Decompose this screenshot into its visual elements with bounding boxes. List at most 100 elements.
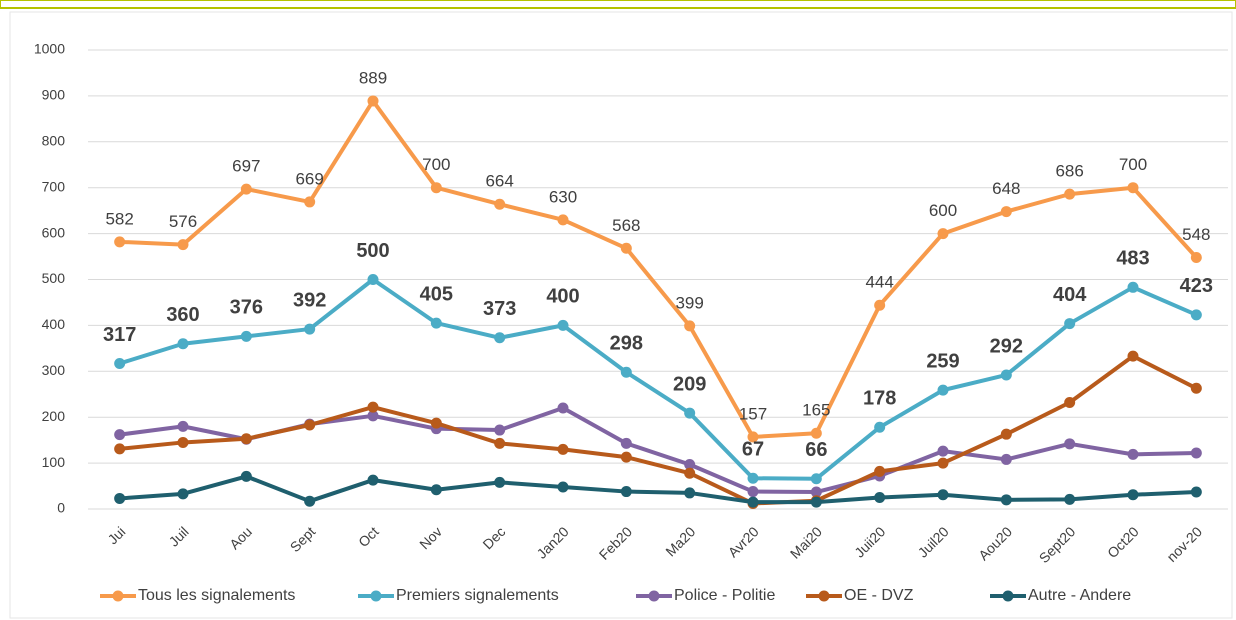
x-tick-label: Aou <box>226 523 255 552</box>
point-marker <box>810 486 822 498</box>
data-label: 600 <box>929 201 957 220</box>
y-tick-label: 0 <box>57 500 65 516</box>
point-marker <box>240 330 252 342</box>
point-marker <box>620 486 632 498</box>
point-marker <box>114 443 126 455</box>
point-marker <box>557 402 569 414</box>
point-marker <box>1064 397 1076 409</box>
point-marker <box>684 467 696 479</box>
data-label: 404 <box>1053 284 1087 306</box>
point-marker <box>1190 486 1202 498</box>
data-label: 292 <box>990 335 1023 357</box>
point-marker <box>430 317 442 329</box>
point-marker <box>494 476 506 488</box>
point-marker <box>874 421 886 433</box>
data-label: 360 <box>166 304 199 326</box>
data-label: 700 <box>422 155 450 174</box>
point-marker <box>304 196 316 208</box>
data-label: 630 <box>549 187 577 206</box>
point-marker <box>620 451 632 463</box>
series-line <box>119 474 1197 505</box>
data-label: 157 <box>739 404 767 423</box>
point-marker <box>430 417 442 429</box>
point-marker <box>620 437 632 449</box>
legend-marker <box>818 590 830 602</box>
data-label: 373 <box>483 298 516 320</box>
data-label: 399 <box>675 293 703 312</box>
y-tick-label: 800 <box>42 133 66 149</box>
point-marker <box>684 407 696 419</box>
data-label: 392 <box>293 289 326 311</box>
point-marker <box>1127 489 1139 501</box>
data-label: 165 <box>802 401 830 420</box>
series-line <box>119 98 1198 439</box>
point-marker <box>1190 382 1202 394</box>
point-marker <box>430 182 442 194</box>
point-marker <box>937 489 949 501</box>
point-marker <box>367 474 379 486</box>
y-tick-label: 600 <box>42 224 66 240</box>
x-tick-label: Aou20 <box>975 523 1015 563</box>
point-marker <box>1000 369 1012 381</box>
point-marker <box>304 495 316 507</box>
legend-marker <box>648 590 660 602</box>
point-marker <box>1127 182 1139 194</box>
point-marker <box>1127 448 1139 460</box>
y-tick-label: 400 <box>42 316 66 332</box>
point-marker <box>1064 493 1076 505</box>
point-marker <box>114 492 126 504</box>
data-label: 500 <box>356 240 389 262</box>
point-marker <box>177 488 189 500</box>
x-tick-label: Jui <box>104 523 128 547</box>
data-label: 686 <box>1055 162 1083 181</box>
legend-marker <box>370 590 382 602</box>
x-tick-label: Oct20 <box>1104 523 1142 561</box>
point-marker <box>620 242 632 254</box>
point-marker <box>557 319 569 331</box>
point-marker <box>114 429 126 441</box>
point-marker <box>114 236 126 248</box>
x-tick-label: Nov <box>416 523 445 552</box>
x-tick-label: Mai20 <box>787 523 825 561</box>
data-label: 178 <box>863 388 896 410</box>
point-marker <box>1000 428 1012 440</box>
point-marker <box>367 410 379 422</box>
y-tick-label: 500 <box>42 270 66 286</box>
point-marker <box>177 239 189 251</box>
y-tick-label: 900 <box>42 87 66 103</box>
legend-label: Premiers signalements <box>396 587 559 604</box>
point-marker <box>304 419 316 431</box>
legend-label: OE - DVZ <box>844 587 914 604</box>
point-marker <box>1127 350 1139 362</box>
point-marker <box>557 481 569 493</box>
point-marker <box>1064 318 1076 330</box>
point-marker <box>240 183 252 195</box>
point-marker <box>1064 188 1076 200</box>
point-marker <box>810 496 822 508</box>
point-marker <box>494 437 506 449</box>
data-label: 669 <box>295 169 323 188</box>
data-label: 582 <box>105 209 133 228</box>
x-tick-label: Jan20 <box>533 523 571 561</box>
data-label: 548 <box>1182 225 1210 244</box>
point-marker <box>747 472 759 484</box>
data-label: 405 <box>420 283 453 305</box>
y-tick-label: 300 <box>42 362 66 378</box>
legend-label: Tous les signalements <box>138 587 295 604</box>
point-marker <box>810 427 822 439</box>
point-marker <box>1000 453 1012 465</box>
y-tick-label: 1000 <box>34 41 65 57</box>
point-marker <box>874 465 886 477</box>
series-line <box>119 277 1198 481</box>
data-label: 209 <box>673 373 706 395</box>
point-marker <box>177 436 189 448</box>
data-label: 483 <box>1116 248 1149 270</box>
point-marker <box>937 457 949 469</box>
point-marker <box>1000 206 1012 218</box>
point-marker <box>114 357 126 369</box>
point-marker <box>240 470 252 482</box>
point-marker <box>937 384 949 396</box>
point-marker <box>367 274 379 285</box>
data-label: 576 <box>169 212 197 231</box>
